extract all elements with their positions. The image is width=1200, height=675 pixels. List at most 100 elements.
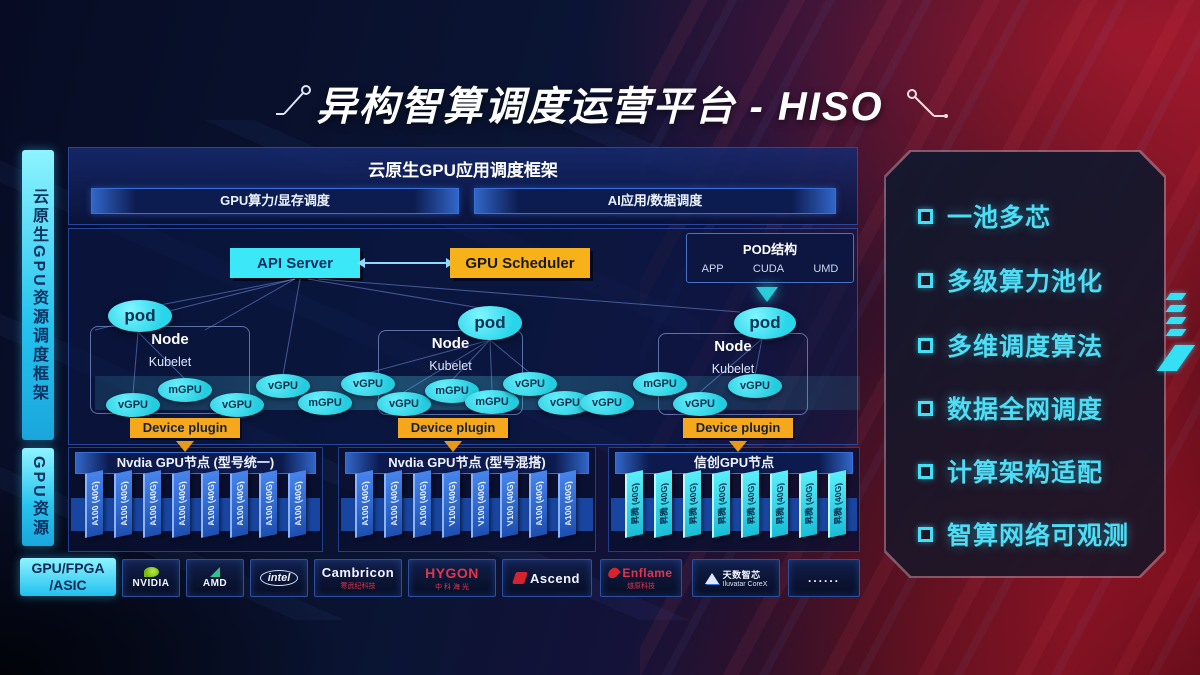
gpu-card: V100 (40G) <box>471 470 489 538</box>
api-server-box: API Server <box>230 248 360 278</box>
module-ai-app-data-scheduling: AI应用/数据调度 <box>474 188 836 214</box>
slide-header: 异构智算调度运营平台 - HISO <box>0 74 1200 132</box>
gpu-slice: mGPU <box>425 379 479 403</box>
gpu-slice: vGPU <box>728 374 782 398</box>
square-bullet-icon <box>918 208 933 224</box>
vendor-hygon: HYGON 中 科 海 光 <box>408 559 496 597</box>
gpu-slice: vGPU <box>106 393 160 417</box>
hazard-stripe-icon <box>1165 305 1187 312</box>
hazard-stripe-icon <box>1165 317 1187 324</box>
gpu-card: A100 (40G) <box>114 470 132 538</box>
gpu-slice: vGPU <box>538 391 592 415</box>
hazard-stripe-icon <box>1165 329 1187 336</box>
enflame-logo-icon <box>606 565 622 580</box>
gpu-card: 昇腾 (40G) <box>625 470 643 538</box>
pod-layer-app: APP <box>701 263 724 275</box>
square-bullet-icon <box>918 526 933 542</box>
nvidia-logo-icon <box>143 567 159 577</box>
gpu-group-nvidia-mixed: Nvdia GPU节点 (型号混搭) A100 (40G) A100 (40G)… <box>338 447 596 552</box>
square-bullet-icon <box>918 463 933 479</box>
device-plugin-3: Device plugin <box>683 418 793 438</box>
gpu-slice: vGPU <box>503 372 557 396</box>
gpu-slice: mGPU <box>465 390 519 414</box>
vendor-ascend: Ascend <box>502 559 592 597</box>
rail-label: GPU资源 <box>30 456 47 538</box>
page-title: 异构智算调度运营平台 - HISO <box>316 85 884 129</box>
square-bullet-icon <box>918 272 933 288</box>
kubelet-label: Kubelet <box>148 355 192 369</box>
device-plugin-2: Device plugin <box>398 418 508 438</box>
iluvatar-logo-icon <box>704 572 719 584</box>
gpu-slice: mGPU <box>158 378 212 402</box>
vendor-iluvatar: 天数智芯 Iluvatar CoreX <box>692 559 780 597</box>
pod-ellipse-1: pod <box>108 300 172 332</box>
amd-logo-icon <box>210 567 220 577</box>
gpu-card: A100 (40G) <box>201 470 219 538</box>
pod-structure-title: POD结构 <box>742 242 798 257</box>
pod-structure-down-arrow <box>756 287 778 302</box>
gpu-card: A100 (40G) <box>259 470 277 538</box>
gpu-group-title: Nvdia GPU节点 (型号混搭) <box>345 452 589 474</box>
gpu-slice: vGPU <box>673 392 727 416</box>
node-box-3: Node Kubelet <box>658 333 808 415</box>
gpu-card: A100 (40G) <box>143 470 161 538</box>
gpu-card: 昇腾 (40G) <box>683 470 701 538</box>
kubelet-label: Kubelet <box>711 362 755 376</box>
vendor-category-label: GPU/FPGA /ASIC <box>20 558 116 596</box>
node-box-1: Node Kubelet <box>90 326 250 414</box>
gpu-slice: vGPU <box>210 393 264 417</box>
vendor-more: ...... <box>788 559 860 597</box>
device-plugin-arrow-1 <box>176 441 194 452</box>
framework-title: 云原生GPU应用调度框架 <box>368 161 558 180</box>
gpu-slice: mGPU <box>633 372 687 396</box>
feature-item: 智算网络可观测 <box>918 516 1129 552</box>
app-scheduling-framework-panel: 云原生GPU应用调度框架 GPU算力/显存调度 AI应用/数据调度 <box>68 147 858 225</box>
kubelet-label: Kubelet <box>429 359 472 373</box>
square-bullet-icon <box>918 337 933 353</box>
gpu-group-title: Nvdia GPU节点 (型号统一) <box>75 452 316 474</box>
node-title: Node <box>714 338 752 355</box>
gpu-card: 昇腾 (40G) <box>828 470 846 538</box>
gpu-card: A100 (40G) <box>384 470 402 538</box>
pod-layer-umd: UMD <box>813 263 839 275</box>
gpu-card: A100 (40G) <box>288 470 306 538</box>
gpu-slice: vGPU <box>580 391 634 415</box>
gpu-card: 昇腾 (40G) <box>799 470 817 538</box>
gpu-card: A100 (40G) <box>413 470 431 538</box>
module-gpu-compute-vram-scheduling: GPU算力/显存调度 <box>91 188 459 214</box>
vendor-intel: intel <box>250 559 308 597</box>
node-title: Node <box>431 335 470 352</box>
rail-label: 云原生GPU资源调度框架 <box>30 187 47 403</box>
pod-ellipse-3: pod <box>734 307 796 339</box>
gpu-group-nvidia-uniform: Nvdia GPU节点 (型号统一) A100 (40G) A100 (40G)… <box>68 447 323 552</box>
feature-item: 数据全网调度 <box>918 390 1103 426</box>
gpu-card: 昇腾 (40G) <box>654 470 672 538</box>
rail-gpu-resources: GPU资源 <box>22 448 54 546</box>
node-title: Node <box>151 331 189 348</box>
gpu-card: A100 (40G) <box>230 470 248 538</box>
device-plugin-arrow-3 <box>729 441 747 452</box>
vendor-nvidia: NVIDIA <box>122 559 180 597</box>
gpu-card: A100 (40G) <box>558 470 576 538</box>
gpu-scheduler-box: GPU Scheduler <box>450 248 590 278</box>
device-plugin-1: Device plugin <box>130 418 240 438</box>
gpu-slice: vGPU <box>256 374 310 398</box>
gpu-slice: vGPU <box>341 372 395 396</box>
hazard-stripe-icon <box>1165 293 1187 300</box>
feature-item: 计算架构适配 <box>918 453 1103 489</box>
pod-layer-cuda: CUDA <box>752 263 785 275</box>
vendor-enflame: Enflame 燧原科技 <box>600 559 682 597</box>
pod-ellipse-2: pod <box>458 306 522 340</box>
gpu-card: 昇腾 (40G) <box>741 470 759 538</box>
gpu-card: A100 (40G) <box>172 470 190 538</box>
gpu-group-band <box>341 498 593 531</box>
gpu-group-band <box>71 498 320 531</box>
gpu-card: A100 (40G) <box>355 470 373 538</box>
feature-item: 多级算力池化 <box>918 262 1103 298</box>
device-plugin-arrow-2 <box>444 441 462 452</box>
vendor-amd: AMD <box>186 559 244 597</box>
feature-panel <box>884 150 1166 578</box>
circuit-left-icon <box>276 85 311 115</box>
intel-logo-icon: intel <box>259 570 299 586</box>
feature-item: 一池多芯 <box>918 198 1051 234</box>
